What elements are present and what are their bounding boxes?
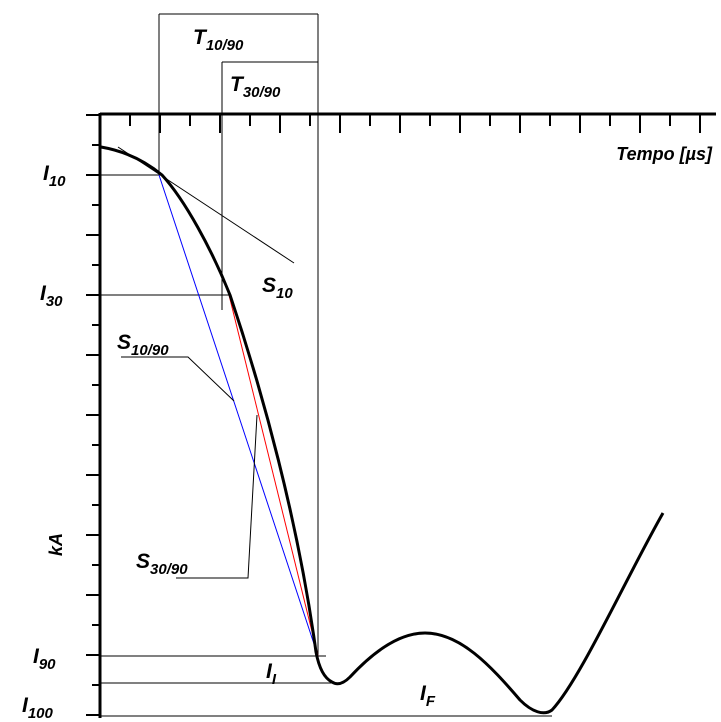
current-waveform-curve <box>100 145 665 715</box>
if-label: IF <box>420 682 436 710</box>
i10-label: I10 <box>43 162 66 190</box>
s10-tangent-line <box>117 146 295 264</box>
s30-90-slope-line <box>228 294 319 657</box>
y-axis-label: kA <box>46 533 66 556</box>
t30-90-label: T30/90 <box>230 73 281 101</box>
s30-90-label: S30/90 <box>136 550 188 578</box>
x-axis-label: Tempo [µs] <box>616 144 713 164</box>
x-axis <box>99 112 716 133</box>
label-leader-lines <box>121 356 258 579</box>
i100-label: I100 <box>22 694 54 722</box>
s10-90-label: S10/90 <box>117 331 169 359</box>
current-level-guides <box>100 174 552 717</box>
y-axis-ticks <box>86 114 100 716</box>
x-axis-ticks <box>99 114 701 133</box>
s10-90-slope-line <box>158 174 319 657</box>
i30-label: I30 <box>40 282 63 310</box>
i90-label: I90 <box>33 645 56 673</box>
s10-label: S10 <box>262 274 293 302</box>
time-interval-brackets <box>158 13 319 660</box>
s30-90-leader-line <box>176 414 258 579</box>
y-axis <box>86 113 102 718</box>
t10-90-label: T10/90 <box>193 26 244 54</box>
ii-label: II <box>266 660 277 688</box>
s10-90-leader-line <box>121 356 235 402</box>
